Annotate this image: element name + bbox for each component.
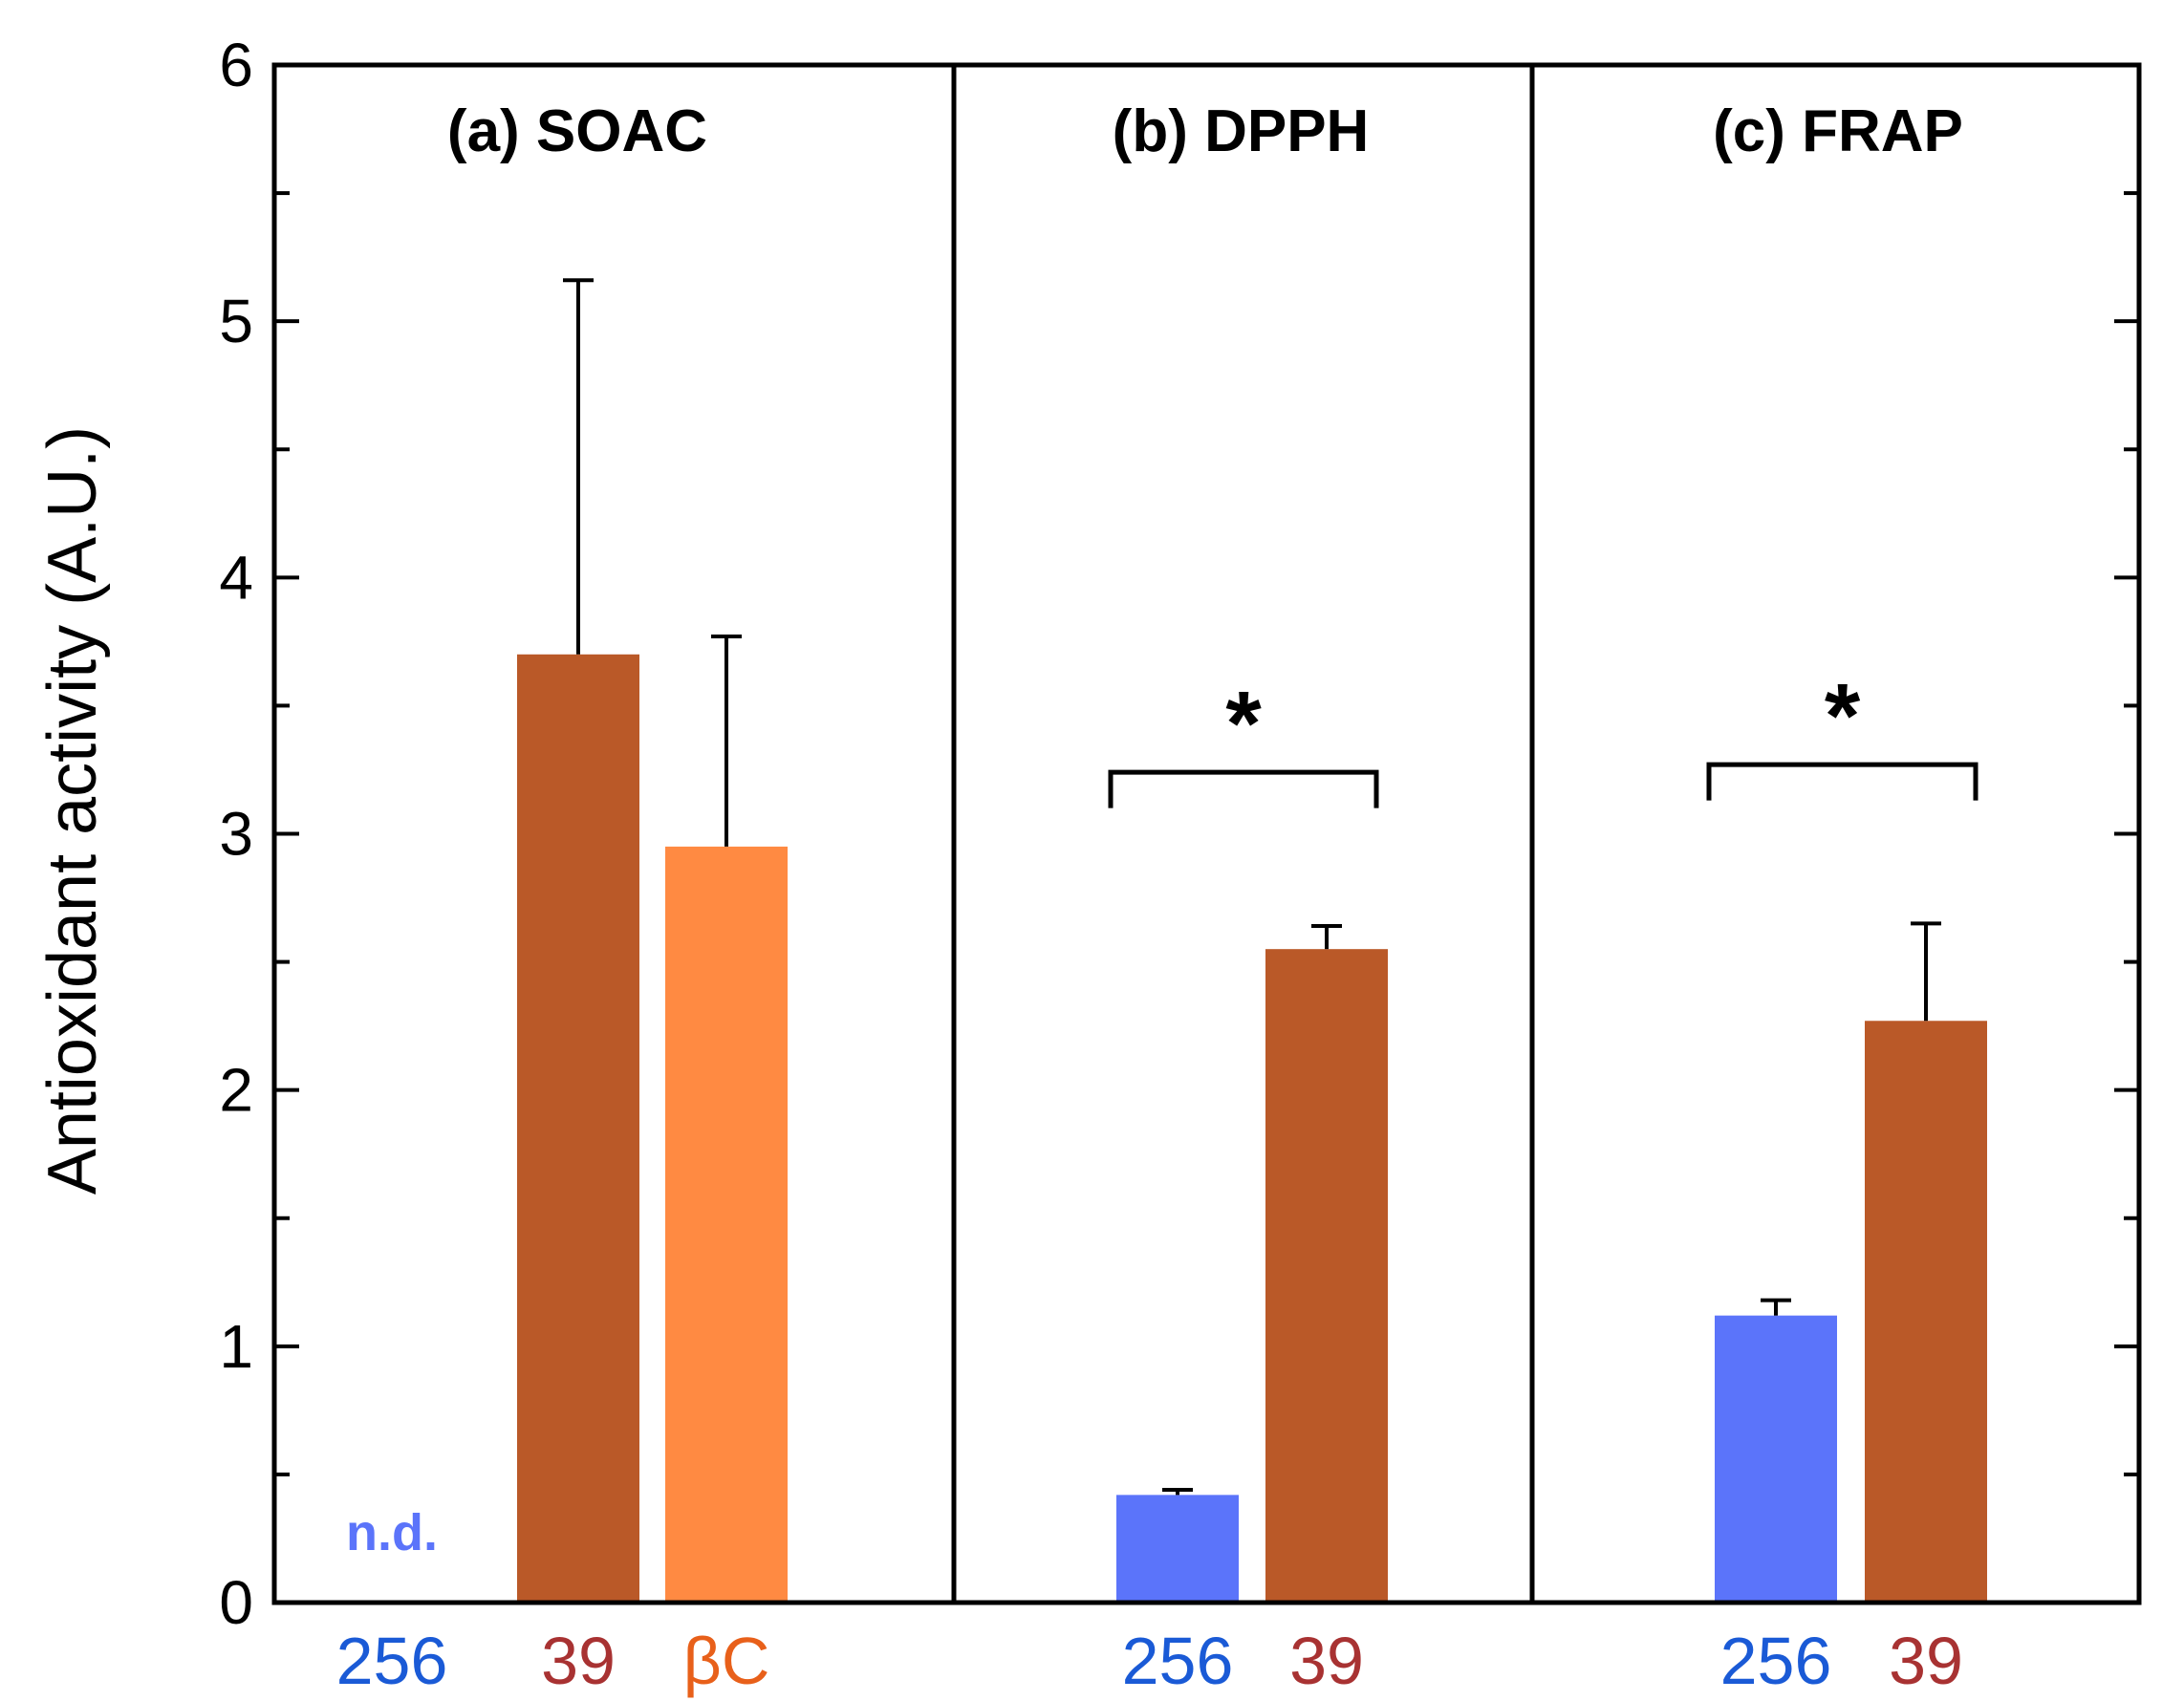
panel-title-0: (a) SOAC [447, 98, 707, 164]
category-label-2-0: 256 [1720, 1624, 1832, 1698]
category-label-0-1: 39 [541, 1624, 616, 1698]
y-tick-label: 5 [219, 287, 253, 355]
bar-0-2 [665, 846, 788, 1603]
y-tick-label: 4 [219, 543, 253, 612]
bar-1-0 [1116, 1495, 1239, 1603]
significance-bracket-1 [1108, 769, 1379, 808]
bar-0-1 [517, 654, 639, 1603]
significance-bracket-2 [1706, 762, 1979, 801]
significance-star-2: * [1825, 665, 1861, 767]
panel-title-1: (b) DPPH [1113, 98, 1370, 164]
y-axis-label: Antioxidant activity (A.U.) [34, 426, 111, 1195]
y-tick-label: 0 [219, 1568, 253, 1637]
category-label-2-1: 39 [1889, 1624, 1963, 1698]
panel-title-2: (c) FRAP [1713, 98, 1963, 164]
category-label-1-0: 256 [1122, 1624, 1234, 1698]
plot-area: 0 1 2 3 4 5 6 (a) SOAC 256 n.d. 39 βC (b) DPPH 256 39 *… [219, 31, 2142, 1698]
y-tick-label: 1 [219, 1312, 253, 1381]
category-label-0-0: 256 [336, 1624, 448, 1698]
category-label-0-2: βC [683, 1624, 770, 1698]
bar-1-1 [1265, 949, 1388, 1603]
y-tick-label: 3 [219, 800, 253, 869]
bar-2-1 [1865, 1021, 1987, 1603]
plot-frame [271, 62, 2142, 1605]
category-label-1-1: 39 [1289, 1624, 1364, 1698]
not-detected-label: n.d. [346, 1504, 438, 1561]
y-tick-label: 6 [219, 31, 253, 99]
significance-star-1: * [1225, 673, 1262, 775]
bar-2-0 [1715, 1315, 1837, 1603]
y-tick-label: 2 [219, 1056, 253, 1125]
